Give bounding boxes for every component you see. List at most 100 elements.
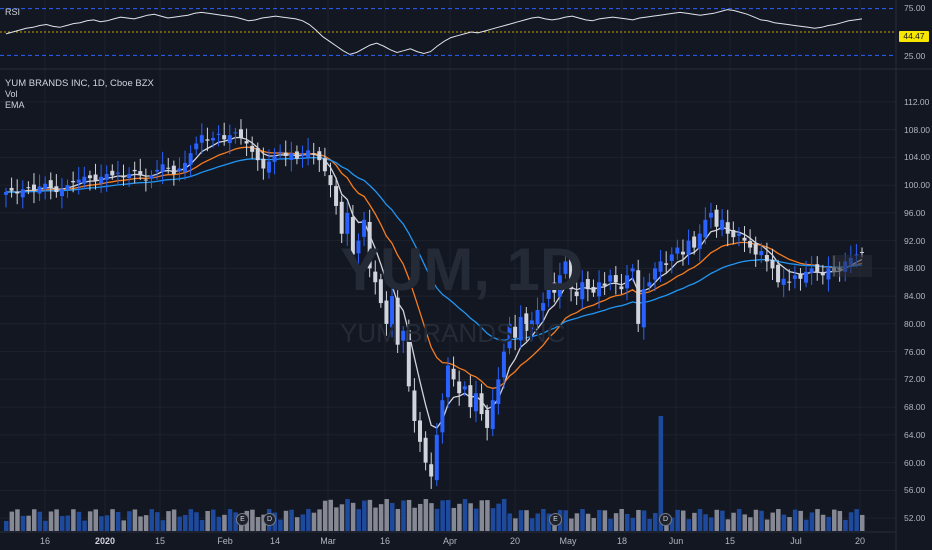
candle-body bbox=[764, 255, 769, 262]
volume-bar bbox=[748, 517, 753, 531]
volume-bar bbox=[143, 515, 149, 531]
volume-bar bbox=[585, 513, 591, 531]
price-tick: 68.00 bbox=[904, 402, 926, 413]
candle-body bbox=[680, 251, 685, 255]
volume-bar bbox=[792, 509, 798, 531]
candle-body bbox=[149, 175, 154, 179]
volume-bar bbox=[496, 503, 501, 531]
time-tick: 16 bbox=[379, 536, 391, 546]
volume-bar bbox=[211, 509, 216, 531]
volume-bar bbox=[412, 507, 417, 531]
candle-body bbox=[541, 303, 546, 311]
volume-bar bbox=[462, 499, 468, 531]
ema-line bbox=[5, 146, 863, 389]
rsi-label[interactable]: RSI bbox=[5, 7, 21, 17]
candle-body bbox=[613, 275, 618, 283]
candle-body bbox=[569, 257, 574, 290]
volume-bar bbox=[580, 509, 585, 531]
candle-body bbox=[753, 243, 758, 255]
volume-bar bbox=[406, 499, 412, 531]
volume-bar bbox=[753, 509, 759, 531]
candle-body bbox=[418, 420, 423, 442]
candle-body bbox=[809, 268, 814, 273]
candle-body bbox=[99, 176, 104, 184]
volume-bar bbox=[759, 510, 764, 531]
candle-body bbox=[356, 240, 361, 254]
volume-bar bbox=[725, 519, 731, 531]
volume-bar bbox=[613, 513, 619, 531]
candle-body bbox=[266, 161, 271, 173]
volume-bar bbox=[569, 518, 574, 531]
volume-bar bbox=[132, 509, 138, 531]
time-tick: Mar bbox=[320, 536, 336, 546]
time-tick: Apr bbox=[442, 536, 458, 546]
volume-bar bbox=[373, 507, 378, 531]
candle-body bbox=[322, 158, 327, 172]
price-tick: 52.00 bbox=[904, 513, 926, 524]
candle-body bbox=[143, 179, 148, 181]
volume-bar bbox=[619, 509, 624, 531]
volume-bar bbox=[686, 519, 692, 531]
candle-body bbox=[317, 151, 322, 161]
candle-body bbox=[524, 313, 529, 331]
volume-bar bbox=[205, 511, 210, 531]
price-tick: 100.00 bbox=[904, 180, 930, 191]
rsi-tick-75: 75.00 bbox=[904, 3, 926, 13]
candle-body bbox=[238, 129, 243, 138]
volume-bar bbox=[507, 513, 513, 531]
symbol-legend[interactable]: YUM BRANDS INC, 1D, Cboe BZX bbox=[5, 78, 154, 89]
candle-body bbox=[597, 282, 602, 297]
earnings-marker[interactable]: E bbox=[236, 513, 249, 526]
volume-bar bbox=[518, 510, 524, 531]
candle-body bbox=[485, 409, 490, 428]
candle-body bbox=[535, 310, 540, 325]
volume-bar bbox=[468, 503, 473, 531]
volume-bar bbox=[171, 509, 177, 531]
chart-grid bbox=[0, 0, 896, 532]
volume-bar bbox=[854, 509, 859, 531]
candle-body bbox=[194, 143, 199, 150]
candle-body bbox=[608, 275, 613, 282]
candle-body bbox=[776, 264, 781, 283]
volume-bar bbox=[826, 516, 831, 531]
candle-body bbox=[501, 351, 506, 378]
candle-body bbox=[289, 153, 294, 160]
earnings-marker[interactable]: E bbox=[549, 513, 562, 526]
volume-bar bbox=[390, 502, 395, 531]
volume-bar bbox=[166, 511, 171, 531]
candle-body bbox=[731, 229, 736, 238]
volume-bar bbox=[188, 509, 194, 531]
candle-body bbox=[311, 153, 316, 155]
volume-bar bbox=[334, 507, 339, 531]
candle-body bbox=[445, 365, 450, 398]
candle-body bbox=[272, 155, 277, 162]
volume-bar bbox=[602, 510, 608, 531]
volume-bar bbox=[529, 518, 535, 531]
volume-bar bbox=[434, 508, 440, 531]
volume-bar bbox=[860, 514, 865, 531]
candle-body bbox=[350, 216, 355, 255]
price-tick: 92.00 bbox=[904, 235, 926, 246]
candle-body bbox=[529, 320, 534, 330]
volume-bar bbox=[199, 519, 205, 531]
ema-legend[interactable]: EMA bbox=[5, 100, 25, 110]
candle-body bbox=[602, 283, 607, 286]
volume-bar bbox=[4, 521, 9, 531]
candle-body bbox=[306, 150, 311, 158]
volume-legend[interactable]: Vol bbox=[5, 89, 18, 99]
dividend-marker[interactable]: D bbox=[263, 513, 276, 526]
candle-body bbox=[496, 379, 501, 405]
candle-body bbox=[652, 268, 657, 280]
volume-bar bbox=[546, 513, 552, 531]
time-tick: 2020 bbox=[94, 536, 116, 546]
volume-bar bbox=[356, 509, 361, 531]
volume-bar bbox=[278, 519, 283, 531]
volume-bar bbox=[367, 499, 373, 531]
volume-bar bbox=[311, 512, 317, 531]
dividend-marker[interactable]: D bbox=[659, 513, 672, 526]
candle-body bbox=[373, 271, 378, 283]
candle-body bbox=[244, 141, 249, 144]
candle-body bbox=[255, 148, 260, 161]
candle-body bbox=[59, 189, 64, 197]
